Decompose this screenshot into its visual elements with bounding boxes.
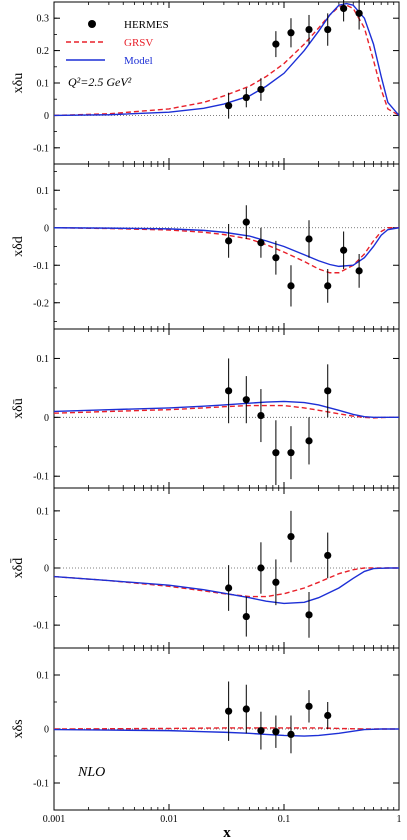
data-point (324, 387, 332, 395)
y-tick-label: -0.1 (33, 779, 49, 790)
panel-frame (53, 328, 400, 489)
data-point (225, 237, 233, 245)
annotation-q2: Q²=2.5 GeV² (68, 75, 132, 89)
series-line-grsv (54, 4, 399, 117)
data-point (242, 396, 250, 404)
y-tick-label: 0.1 (37, 354, 50, 365)
y-tick-label: 0.3 (37, 14, 50, 25)
data-point (305, 437, 313, 445)
series-line-model (54, 728, 399, 737)
x-tick-label: 1 (397, 814, 402, 825)
y-tick-label: -0.1 (33, 621, 49, 632)
y-tick-label: 0.1 (37, 186, 50, 197)
data-point (242, 93, 250, 102)
panel-3: -0.1 0 0.1 xδū (11, 328, 400, 489)
annotation-nlo: NLO (77, 765, 105, 780)
data-point (355, 9, 363, 17)
data-point (242, 612, 250, 621)
panel-frame (53, 163, 400, 330)
data-point (257, 411, 265, 420)
legend-label-grsv: GRSV (124, 37, 153, 49)
data-point (324, 25, 332, 34)
data-point (340, 4, 348, 13)
y-tick-label: 0 (44, 111, 49, 122)
legend: HERMES GRSV Model Q²=2.5 GeV² (66, 19, 169, 89)
y-tick-label: 0.1 (37, 671, 50, 682)
y-tick-label: 0.1 (37, 506, 50, 517)
series-line-model (54, 400, 399, 419)
x-tick-label: 0.1 (278, 814, 291, 825)
y-tick-label: 0 (44, 223, 49, 234)
data-point (225, 707, 233, 715)
data-point (340, 246, 348, 254)
data-point (257, 564, 265, 572)
data-point (324, 711, 332, 720)
data-point (287, 730, 295, 739)
y-axis-title: xδu (11, 73, 26, 94)
x-axis-title: x (223, 825, 231, 840)
data-point (257, 239, 265, 247)
data-point (272, 40, 280, 48)
data-point (287, 29, 295, 37)
data-point (225, 387, 233, 395)
x-axis-labels: 0.001 0.01 0.1 1 x (43, 814, 402, 840)
data-point (287, 282, 295, 290)
data-point (272, 728, 280, 736)
data-point (287, 532, 295, 541)
legend-label-hermes: HERMES (124, 19, 169, 31)
data-point (242, 705, 250, 713)
series-line-model (54, 227, 399, 268)
data-point (355, 267, 363, 275)
data-point (272, 254, 280, 262)
series-line-grsv (54, 404, 399, 419)
y-axis-title: xδū (11, 398, 26, 419)
data-point (305, 25, 313, 34)
data-point (242, 218, 250, 226)
legend-label-model: Model (124, 55, 153, 67)
legend-marker-hermes (88, 20, 96, 28)
y-tick-label: -0.1 (33, 143, 49, 154)
data-point (272, 449, 280, 457)
data-point (324, 282, 332, 290)
y-tick-label: -0.1 (33, 472, 49, 483)
y-tick-label: 0 (44, 564, 49, 575)
series-line-model (54, 2, 399, 117)
y-tick-label: 0 (44, 725, 49, 736)
panel-4: -0.1 0 0.1 xδd̄ (10, 487, 400, 649)
data-point (287, 449, 295, 457)
y-tick-label: 0.2 (37, 46, 50, 57)
y-axis-title: xδd̄ (10, 558, 26, 579)
data-point (324, 551, 332, 560)
y-axis-title: xδd (11, 236, 26, 257)
data-point (257, 727, 265, 735)
y-tick-label: -0.1 (33, 261, 49, 272)
panel-2: -0.2 -0.1 0 0.1 xδd (11, 163, 400, 330)
series-line-grsv (54, 567, 399, 598)
data-point (225, 584, 233, 592)
data-point (305, 235, 313, 243)
panel-5: -0.1 0 0.1 xδs (11, 647, 400, 811)
data-point (257, 85, 265, 94)
series-line-model (54, 567, 399, 605)
y-tick-label: 0.1 (37, 79, 50, 90)
data-point (305, 702, 313, 710)
series-line-grsv (54, 727, 399, 730)
x-tick-label: 0.01 (160, 814, 178, 825)
data-point (225, 102, 233, 110)
panels-group: -0.1 0 0.1 0.2 0.3 xδu -0.2 -0.1 0 0.1 xδd -0.1 0 0.1… (10, 0, 400, 811)
y-tick-label: -0.2 (33, 298, 49, 309)
data-point (305, 611, 313, 619)
y-axis-title: xδs (11, 719, 26, 738)
y-tick-label: 0 (44, 413, 49, 424)
x-tick-label: 0.001 (43, 814, 66, 825)
data-point (272, 578, 280, 586)
